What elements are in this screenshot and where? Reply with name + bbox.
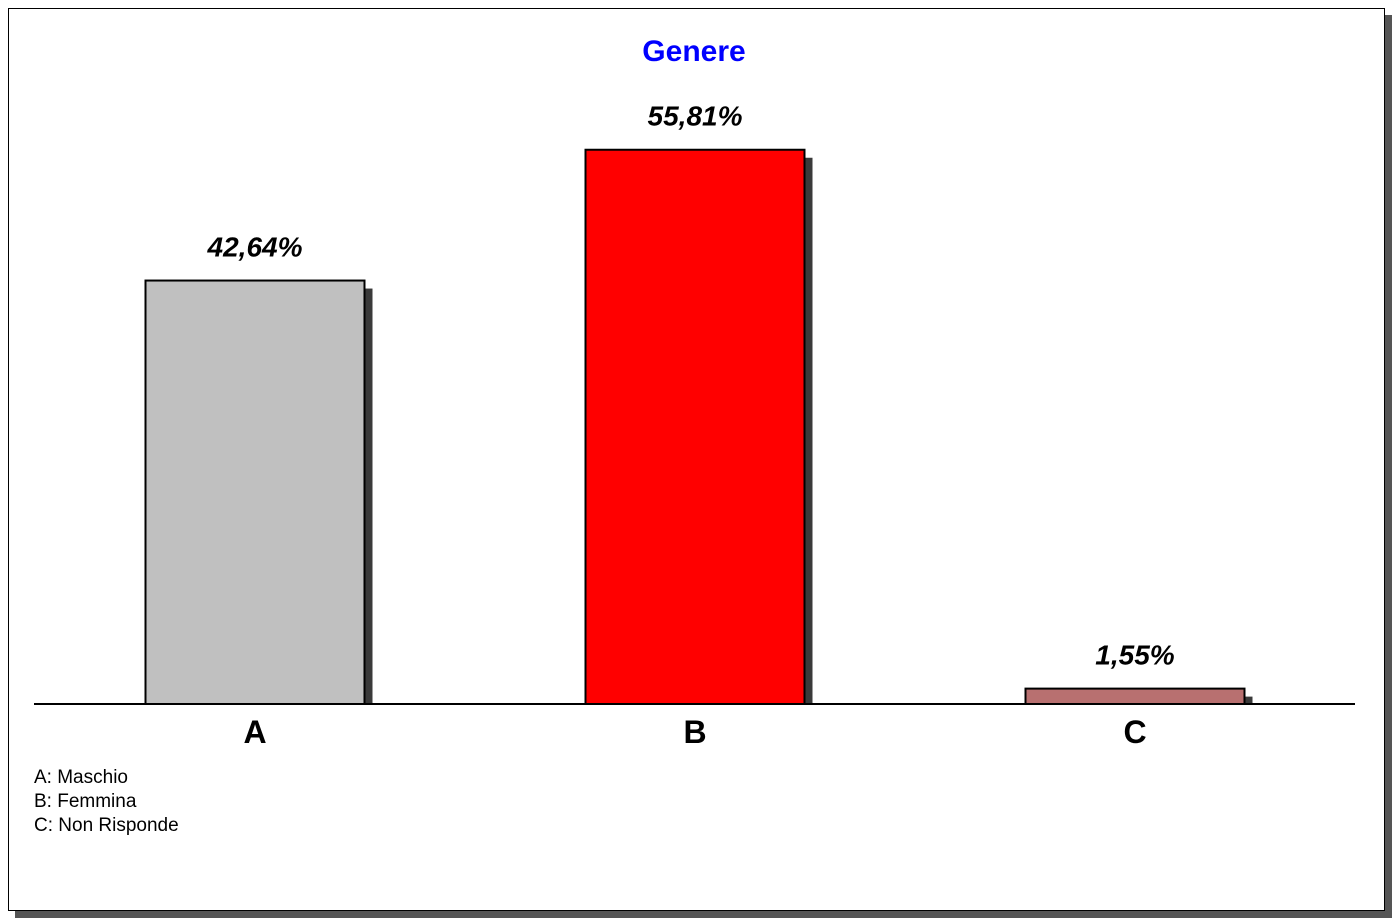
x-tick-label-a: A	[243, 714, 266, 750]
legend-entry-a: A: Maschio	[34, 767, 128, 788]
bar-c	[1024, 687, 1246, 705]
data-label-b: 55,81%	[648, 101, 743, 132]
legend-entry-b: B: Femmina	[34, 791, 137, 812]
chart-title: Genere	[642, 35, 745, 68]
bars-layer	[144, 148, 1253, 705]
data-label-a: 42,64%	[207, 232, 303, 263]
x-tick-label-c: C	[1123, 714, 1146, 750]
legend-entry-c: C: Non Risponde	[34, 815, 179, 836]
bar-b	[584, 148, 806, 705]
category-legend: A: Maschio B: Femmina C: Non Risponde	[34, 766, 179, 838]
bar-a	[144, 279, 366, 705]
x-tick-label-b: B	[683, 714, 706, 750]
data-label-c: 1,55%	[1095, 640, 1174, 671]
labels-layer: 42,64% A 55,81% B 1,55% C	[207, 101, 1175, 750]
